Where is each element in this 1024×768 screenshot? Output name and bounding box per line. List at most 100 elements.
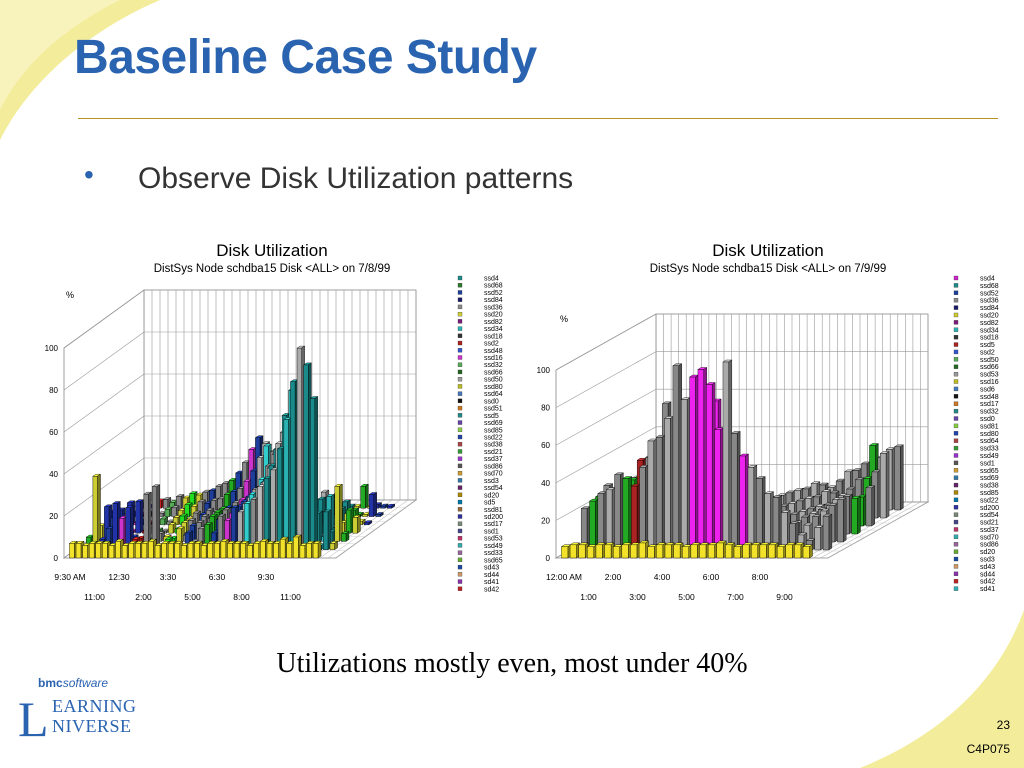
chart-subtitle: DistSys Node schdba15 Disk <ALL> on 7/8/… xyxy=(154,263,391,275)
legend-label: sd42 xyxy=(980,579,995,586)
y-tick-label: 80 xyxy=(541,404,550,413)
legend-label: ssd53 xyxy=(980,372,999,379)
x-tick-label: 9:30 AM xyxy=(54,572,85,582)
legend-label: sd42 xyxy=(484,586,499,593)
x-tick-label: 12:30 xyxy=(108,572,130,582)
legend-label: ssd38 xyxy=(484,442,503,449)
legend-swatch xyxy=(953,571,959,576)
legend-swatch xyxy=(953,320,959,325)
legend-label: ssd20 xyxy=(484,312,503,319)
legend-label: ssd54 xyxy=(980,512,999,519)
legend-swatch xyxy=(953,445,959,451)
chart-day-2: Disk Utilization DistSys Node schdba15 Di… xyxy=(512,236,1020,622)
data-bar xyxy=(134,499,144,534)
legend-swatch xyxy=(457,362,463,367)
y-tick-label: 60 xyxy=(49,428,58,437)
front-bar xyxy=(690,542,702,559)
data-bar xyxy=(850,495,862,535)
data-bar xyxy=(893,444,904,511)
legend-swatch xyxy=(457,348,463,353)
data-bar xyxy=(143,491,153,542)
legend-swatch xyxy=(457,586,463,591)
y-tick-label: 20 xyxy=(49,512,58,521)
data-bar xyxy=(613,472,625,551)
legend-swatch xyxy=(953,379,959,384)
data-bar xyxy=(360,483,370,509)
y-tick-label: 0 xyxy=(546,554,551,563)
legend-swatch xyxy=(457,492,463,497)
legend-swatch xyxy=(953,586,959,591)
legend-label: ssd50 xyxy=(484,377,503,384)
data-bar xyxy=(605,487,616,551)
top-left-swoosh-inner xyxy=(0,0,120,110)
legend-label: ssd18 xyxy=(980,335,999,342)
data-bar xyxy=(597,491,608,551)
legend-swatch xyxy=(953,542,959,547)
legend-label: ssd17 xyxy=(484,521,503,528)
y-tick-label: 20 xyxy=(541,516,550,525)
x-tick-label: 1:00 xyxy=(580,592,597,602)
legend-label: ssd0 xyxy=(980,416,995,423)
legend-label: ssd82 xyxy=(980,320,999,327)
legend-label: ssd66 xyxy=(980,364,999,371)
chart-title: Disk Utilization xyxy=(712,241,823,260)
y-tick-label: 40 xyxy=(49,470,58,479)
legend-swatch xyxy=(457,333,463,338)
data-bar xyxy=(638,464,650,551)
legend-label: sd43 xyxy=(980,564,995,571)
y-tick-label: 0 xyxy=(54,554,59,563)
data-bar xyxy=(622,476,633,551)
legend-swatch xyxy=(457,319,463,324)
front-bar xyxy=(759,542,771,559)
legend-label: ssd1 xyxy=(980,460,995,467)
legend-swatch xyxy=(457,528,463,534)
legend-label: ssd34 xyxy=(484,326,503,333)
legend-swatch xyxy=(457,405,463,411)
legend-label: ssd70 xyxy=(980,534,999,541)
legend-label: ssd85 xyxy=(980,490,999,497)
legend-swatch xyxy=(457,355,463,360)
front-bar xyxy=(698,542,710,559)
front-bar xyxy=(560,544,572,559)
legend-label: ssd51 xyxy=(484,406,503,413)
legend-swatch xyxy=(953,364,959,369)
legend-swatch xyxy=(953,468,959,473)
x-tick-label: 3:30 xyxy=(160,572,177,582)
legend-label: ssd4 xyxy=(484,276,499,283)
x-tick-label: 4:00 xyxy=(654,572,671,582)
legend-swatch xyxy=(457,384,463,389)
legend-swatch xyxy=(953,408,959,414)
legend-label: ssd81 xyxy=(980,423,999,430)
chart-day-1: Disk Utilization DistSys Node schdba15 Di… xyxy=(16,236,524,622)
front-bar xyxy=(638,540,650,559)
front-bar xyxy=(785,542,796,559)
data-bar xyxy=(630,483,641,551)
front-bar xyxy=(681,544,693,559)
learning-universe-logo: bmcsoftware L EARNING NIVERSE xyxy=(18,676,148,746)
front-bar xyxy=(586,544,598,559)
legend-label: sd43 xyxy=(484,565,499,572)
legend-swatch xyxy=(457,521,463,526)
page-number: 23 xyxy=(996,718,1010,732)
x-tick-label: 6:00 xyxy=(703,572,720,582)
data-bar xyxy=(747,464,758,551)
legend-swatch xyxy=(457,326,463,331)
legend-swatch xyxy=(457,478,463,483)
front-bar xyxy=(578,542,589,559)
legend-swatch xyxy=(457,290,463,295)
legend-label: ssd69 xyxy=(484,420,503,427)
front-bar xyxy=(793,542,805,559)
y-tick-label: 100 xyxy=(45,344,59,353)
bmc-logo-text: bmcsoftware xyxy=(38,676,109,690)
legend-label: ssd32 xyxy=(484,362,503,369)
front-bar xyxy=(595,542,607,559)
legend-label: ssd49 xyxy=(980,453,999,460)
legend-swatch xyxy=(457,536,463,541)
data-bar xyxy=(363,520,373,526)
legend-label: ssd48 xyxy=(484,348,503,355)
data-bar xyxy=(92,473,102,551)
data-bar xyxy=(697,367,708,551)
data-bar xyxy=(755,476,766,551)
legend-swatch xyxy=(953,416,959,421)
legend-swatch xyxy=(457,297,463,302)
